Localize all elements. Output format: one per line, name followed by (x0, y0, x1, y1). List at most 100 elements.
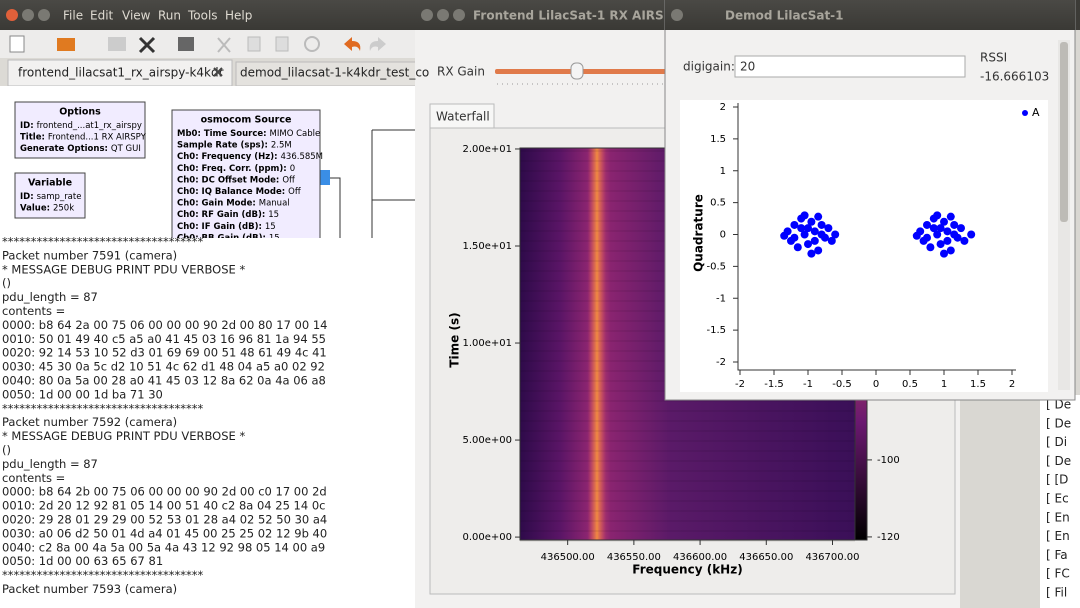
param-name: Ch0: DC Offset Mode: (177, 175, 279, 185)
x-tick-label: 436550.00 (607, 552, 661, 563)
block-param: Ch0: RF Gain (dB): 15 (177, 210, 279, 220)
y-tick-label: 2 (720, 102, 726, 113)
block[interactable] (14, 172, 86, 219)
list-item[interactable]: [ Fil (1046, 586, 1067, 600)
tab-label[interactable]: Waterfall (436, 110, 490, 124)
param-value: Off (288, 187, 302, 197)
point (817, 220, 826, 229)
y-tick-label: -1 (716, 293, 726, 304)
console-line: 0000: b8 64 2a 00 75 06 00 00 00 90 2d 0… (2, 318, 327, 332)
block-param: Value: 250k (20, 203, 74, 213)
y-tick-label: 2.00e+01 (462, 144, 512, 155)
param-value: 2.5M (271, 140, 292, 150)
point (943, 236, 952, 245)
list-item[interactable]: [ Ec (1046, 492, 1069, 506)
maximize-button[interactable] (38, 9, 50, 21)
param-value: 15 (269, 233, 280, 243)
digigain-value[interactable]: 20 (740, 60, 755, 74)
point (933, 211, 942, 220)
open-icon[interactable] (57, 38, 75, 51)
param-name: Title: (20, 132, 45, 142)
menu-item[interactable]: Run (158, 9, 181, 23)
list-item[interactable]: [ En (1046, 529, 1070, 543)
tab-close[interactable] (213, 67, 223, 77)
point (946, 246, 955, 255)
connections (320, 129, 415, 238)
console-line: 0050: 1d 00 00 1d ba 71 30 (2, 387, 163, 401)
block[interactable] (14, 101, 146, 159)
list-item[interactable]: [ [D (1046, 473, 1068, 487)
digigain-input[interactable] (734, 55, 966, 78)
point (824, 224, 833, 233)
menu-item[interactable]: Help (225, 9, 252, 23)
point (800, 211, 809, 220)
undo-icon[interactable] (344, 37, 361, 51)
block-title: osmocom Source (201, 115, 292, 126)
tab-label[interactable]: frontend_lilacsat1_rx_airspy-k4kdr (18, 66, 224, 80)
console-line: contents = (2, 471, 65, 485)
point (940, 217, 948, 226)
list-item[interactable]: [ FC (1046, 567, 1070, 581)
point (793, 243, 802, 252)
close-button[interactable] (421, 9, 433, 21)
console-line: *********************************** (2, 568, 204, 582)
paste-icon[interactable] (275, 36, 289, 52)
console-line: 0050: 1d 00 00 63 65 67 81 (2, 554, 163, 568)
minimize-button[interactable] (22, 9, 34, 21)
block-param: Ch0: IF Gain (dB): 15 (177, 221, 276, 231)
list-item[interactable]: [ De (1046, 416, 1071, 430)
tab-label[interactable]: demod_lilacsat-1-k4kdr_test_co (240, 66, 429, 80)
close-icon[interactable] (138, 36, 156, 54)
block[interactable] (171, 109, 321, 251)
point (929, 224, 938, 233)
minimize-button[interactable] (437, 9, 449, 21)
menu-item[interactable]: File (63, 9, 83, 23)
scrollbar-thumb[interactable] (1060, 42, 1068, 222)
point (936, 224, 945, 233)
redo-icon[interactable] (369, 37, 386, 51)
point (940, 249, 948, 258)
list-item[interactable]: [ De (1046, 398, 1071, 412)
y-tick-label: 0.5 (710, 198, 726, 209)
slider-knob[interactable] (570, 62, 584, 80)
block-param: ID: frontend_...at1_rx_airspy (20, 121, 142, 131)
menu-item[interactable]: Tools (187, 9, 218, 23)
console-text: ***********************************Packe… (2, 235, 327, 597)
toolbar-icons (9, 35, 386, 54)
console-line: 0000: b8 64 2b 00 75 06 00 00 00 90 2d 0… (2, 485, 327, 499)
save-icon[interactable] (108, 37, 126, 51)
list-item[interactable]: [ De (1046, 454, 1071, 468)
param-value: samp_rate (37, 192, 82, 202)
print-icon[interactable] (178, 37, 194, 51)
console-line: * MESSAGE DEBUG PRINT PDU VERBOSE * (2, 429, 245, 443)
console-line: Packet number 7593 (camera) (2, 582, 177, 596)
list-item[interactable]: [ Di (1046, 435, 1067, 449)
block-param: Ch0: Gain Mode: Manual (177, 198, 290, 208)
list-item[interactable]: [ Fa (1046, 548, 1068, 562)
disable-icon[interactable] (304, 36, 320, 52)
maximize-button[interactable] (453, 9, 465, 21)
cut-icon[interactable] (217, 37, 231, 53)
menu-item[interactable]: Edit (90, 9, 114, 23)
menu-item[interactable]: View (122, 9, 151, 23)
close-button[interactable] (671, 9, 683, 21)
list-item[interactable]: [ En (1046, 510, 1070, 524)
copy-icon[interactable] (247, 36, 261, 52)
x-tick-label: 1 (941, 379, 947, 390)
close-button[interactable] (6, 9, 18, 21)
y-axis-label: Quadrature (692, 194, 706, 272)
point (912, 231, 921, 240)
block-param: Ch0: Freq. Corr. (ppm): 0 (177, 163, 295, 173)
plot-area (680, 100, 1048, 392)
block-param: Sample Rate (sps): 2.5M (177, 140, 292, 150)
tab-active[interactable] (7, 59, 233, 87)
x-tick-label: 436700.00 (805, 552, 859, 563)
point (936, 240, 945, 249)
console-line: 0030: 45 30 0a 5c d2 10 51 4c 62 d1 48 0… (2, 360, 325, 374)
param-value: 436.585M (281, 152, 323, 162)
point (831, 230, 840, 239)
console-line: *********************************** (2, 401, 204, 415)
new-icon[interactable] (9, 35, 25, 53)
param-value: MIMO Cable (270, 129, 321, 139)
